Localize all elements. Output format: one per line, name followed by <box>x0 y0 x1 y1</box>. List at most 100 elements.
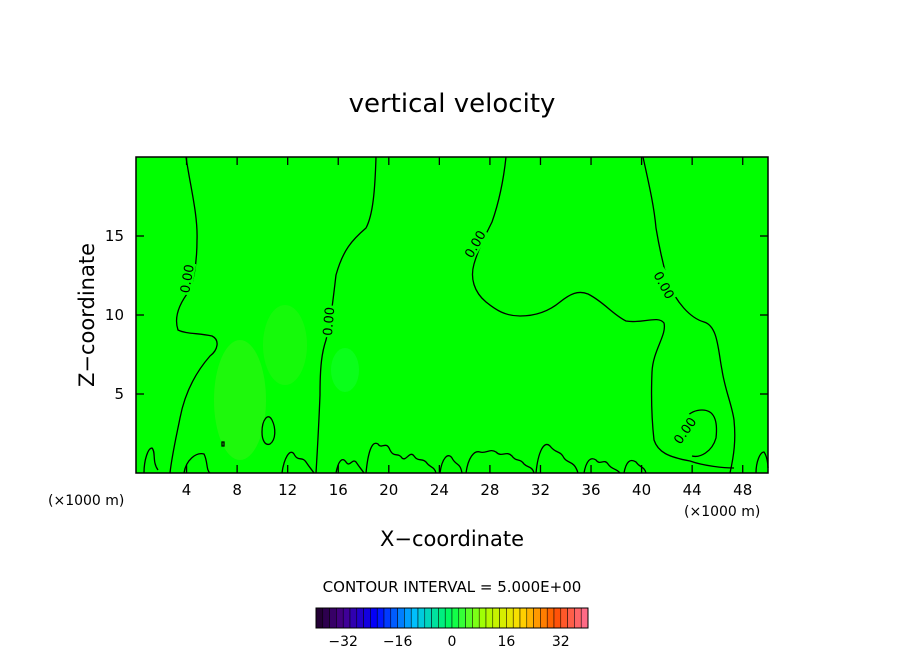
colorbar-segment <box>363 607 371 629</box>
x-tick-label: 8 <box>232 481 242 499</box>
field-anomaly <box>214 340 266 460</box>
chart-title: vertical velocity <box>349 89 556 119</box>
y-tick-label: 10 <box>105 306 124 324</box>
y-axis: 5 10 15 <box>105 227 768 403</box>
colorbar-segment <box>553 607 562 629</box>
contour-line <box>583 458 621 474</box>
contour-line <box>183 453 211 474</box>
contour-labels: 0.000.000.000.000.00 <box>175 226 700 448</box>
contour-line <box>439 455 463 474</box>
contour-line <box>143 447 159 474</box>
colorbar-segment <box>451 607 460 629</box>
contour-line <box>365 442 437 474</box>
colorbar-tick-label: 32 <box>552 634 570 650</box>
contour-line <box>261 416 276 446</box>
colorbar-segment <box>315 607 324 629</box>
colorbar-segment <box>417 607 426 629</box>
colorbar-segment <box>342 607 351 629</box>
colorbar-segment <box>397 607 405 629</box>
x-unit-label-left: (×1000 m) <box>48 493 124 509</box>
x-axis-title: X−coordinate <box>380 527 524 551</box>
colorbar-segment <box>322 607 330 629</box>
x-axis: 4 8 12 16 20 24 28 32 36 40 44 48 <box>182 157 752 499</box>
contour-interval-label: CONTOUR INTERVAL = 5.000E+00 <box>323 578 582 596</box>
contour-label-mask <box>668 412 700 448</box>
colorbar-frame <box>315 607 589 629</box>
contour-label-mask <box>650 267 679 303</box>
colorbar-segment <box>574 607 582 629</box>
contour-line <box>281 451 315 474</box>
contour-line <box>465 449 535 474</box>
contour-line <box>471 156 735 469</box>
colorbar-segment <box>329 607 337 629</box>
colorbar-segment <box>519 607 528 629</box>
x-tick-label: 48 <box>733 481 752 499</box>
contour-line <box>335 459 365 474</box>
colorbar-segment <box>370 607 378 629</box>
x-tick-label: 12 <box>278 481 297 499</box>
colorbar-segment <box>499 607 507 629</box>
colorbar-tick-label: 16 <box>497 634 515 650</box>
colorbar-segment <box>506 607 514 629</box>
contour-label-mask <box>175 261 197 296</box>
colorbar-ticks: −32 −16 0 16 32 <box>328 634 569 650</box>
contour-line <box>623 459 647 474</box>
field-anomalies <box>214 305 359 460</box>
colorbar-segment <box>580 607 589 629</box>
zero-contours <box>143 156 769 474</box>
contour-line <box>535 443 579 474</box>
x-tick-label: 16 <box>329 481 348 499</box>
colorbar-segment <box>472 607 480 629</box>
colorbar-segment <box>512 607 521 629</box>
colorbar <box>315 607 589 629</box>
x-tick-label: 20 <box>379 481 398 499</box>
x-unit-label-right: (×1000 m) <box>684 504 760 520</box>
y-tick-label: 5 <box>114 385 124 403</box>
colorbar-segment <box>438 607 446 629</box>
x-tick-label: 44 <box>683 481 702 499</box>
colorbar-segment <box>458 607 466 629</box>
velocity-field <box>136 157 768 473</box>
y-tick-label: 15 <box>105 227 124 245</box>
contour-label-mask <box>318 304 337 338</box>
colorbar-segment <box>336 607 344 629</box>
contour-line <box>642 156 736 474</box>
colorbar-segment <box>404 607 412 629</box>
colorbar-segment <box>376 607 385 629</box>
x-tick-label: 24 <box>430 481 449 499</box>
colorbar-segment <box>546 607 555 629</box>
colorbar-segment <box>390 607 398 629</box>
colorbar-segment <box>424 607 432 629</box>
colorbar-segment <box>383 607 392 629</box>
contour-label: 0.00 <box>178 263 198 294</box>
colorbar-segment <box>410 607 419 629</box>
colorbar-segment <box>533 607 541 629</box>
colorbar-segment <box>492 607 500 629</box>
x-tick-label: 32 <box>531 481 550 499</box>
colorbar-segment <box>478 607 487 629</box>
colorbar-segment <box>567 607 575 629</box>
x-tick-label: 28 <box>480 481 499 499</box>
colorbar-segment <box>540 607 548 629</box>
colorbar-segment <box>356 607 364 629</box>
colorbar-segment <box>465 607 473 629</box>
x-tick-label: 4 <box>182 481 192 499</box>
field-anomaly <box>263 305 307 385</box>
contour-label: 0.00 <box>321 306 338 336</box>
contour-line <box>169 156 218 474</box>
colorbar-segment <box>560 607 568 629</box>
contour-line <box>221 441 225 447</box>
colorbar-segment <box>431 607 439 629</box>
colorbar-tick-label: −16 <box>383 634 413 650</box>
y-axis-title: Z−coordinate <box>75 243 99 387</box>
colorbar-tick-label: 0 <box>448 634 457 650</box>
x-tick-label: 36 <box>581 481 600 499</box>
contour-label-mask <box>459 226 489 262</box>
field-anomaly <box>331 348 359 392</box>
colorbar-segment <box>349 607 358 629</box>
colorbar-segment <box>444 607 453 629</box>
colorbar-segment <box>485 607 494 629</box>
colorbar-tick-label: −32 <box>328 634 358 650</box>
colorbar-segment <box>526 607 534 629</box>
